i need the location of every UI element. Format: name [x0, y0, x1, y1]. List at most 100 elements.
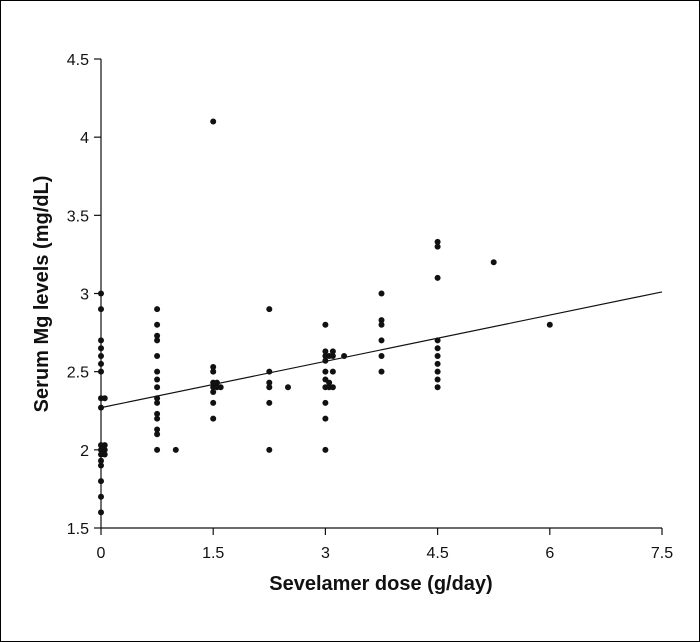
- data-point: [329, 384, 336, 391]
- data-point: [322, 415, 329, 422]
- data-point: [434, 376, 441, 383]
- x-ticks: 0 1.5 3 4.5 6 7.5: [97, 528, 673, 562]
- data-point: [326, 379, 333, 386]
- y-tick-label: 4.5: [67, 52, 89, 69]
- data-point: [322, 357, 329, 364]
- y-tick-label: 4: [80, 130, 89, 147]
- data-point: [154, 353, 161, 360]
- x-tick-label: 4.5: [426, 545, 448, 562]
- data-point: [154, 368, 161, 375]
- data-point: [546, 321, 553, 328]
- x-axis-title: Sevelamer dose (g/day): [269, 573, 492, 595]
- data-point: [434, 337, 441, 344]
- y-tick-label: 2.5: [67, 365, 89, 382]
- data-point: [154, 415, 161, 422]
- data-point: [172, 446, 179, 453]
- data-point: [98, 368, 104, 375]
- data-point: [98, 345, 104, 352]
- data-point: [329, 368, 336, 375]
- data-point: [266, 384, 273, 391]
- data-point: [322, 348, 329, 355]
- y-axis-title: Serum Mg levels (mg/dL): [31, 176, 53, 413]
- data-point: [154, 395, 161, 402]
- data-point: [378, 368, 385, 375]
- data-point: [434, 384, 441, 391]
- data-point: [217, 384, 224, 391]
- data-point: [101, 451, 108, 458]
- data-point: [322, 321, 329, 328]
- data-point: [322, 446, 329, 453]
- data-point: [322, 399, 329, 406]
- data-point: [98, 462, 104, 469]
- data-point: [434, 345, 441, 352]
- data-point: [154, 431, 161, 438]
- data-point: [154, 410, 161, 417]
- data-point: [434, 353, 441, 360]
- data-point: [98, 360, 104, 367]
- data-point: [210, 368, 217, 375]
- data-point: [490, 259, 497, 266]
- x-tick-label: 6: [545, 545, 554, 562]
- y-ticks: 1.5 2 2.5 3 3.5 4 4.5: [67, 52, 101, 538]
- data-point: [329, 353, 336, 360]
- data-point: [341, 353, 348, 360]
- data-point: [154, 306, 161, 313]
- y-tick-label: 3: [80, 287, 89, 304]
- data-point: [322, 368, 329, 375]
- data-point: [154, 426, 161, 433]
- data-point: [378, 353, 385, 360]
- data-point: [154, 399, 161, 406]
- data-point: [98, 493, 104, 500]
- data-points: [98, 118, 553, 516]
- data-point: [266, 446, 273, 453]
- data-point: [154, 332, 161, 339]
- data-point: [266, 379, 273, 386]
- data-point: [98, 404, 104, 411]
- data-point: [266, 306, 273, 313]
- x-tick-label: 7.5: [651, 545, 673, 562]
- data-point: [98, 353, 104, 360]
- data-point: [101, 442, 108, 449]
- y-tick-label: 2: [80, 443, 89, 460]
- data-point: [266, 399, 273, 406]
- data-point: [98, 457, 104, 464]
- data-point: [434, 243, 441, 250]
- data-point: [210, 363, 217, 370]
- data-point: [213, 379, 220, 386]
- data-point: [154, 376, 161, 383]
- data-point: [98, 290, 104, 297]
- data-point: [434, 368, 441, 375]
- data-point: [210, 388, 217, 395]
- data-point: [98, 306, 104, 313]
- data-point: [434, 274, 441, 281]
- data-point: [378, 337, 385, 344]
- data-point: [98, 337, 104, 344]
- data-point: [266, 368, 273, 375]
- data-point: [434, 238, 441, 245]
- trendline: [100, 291, 663, 409]
- data-point: [98, 509, 104, 516]
- data-point: [378, 321, 385, 328]
- x-tick-label: 1.5: [202, 545, 224, 562]
- data-point: [378, 290, 385, 297]
- y-tick-label: 1.5: [67, 521, 89, 538]
- data-point: [329, 348, 336, 355]
- data-point: [378, 317, 385, 324]
- data-point: [210, 399, 217, 406]
- data-point: [434, 360, 441, 367]
- y-tick-label: 3.5: [67, 208, 89, 225]
- x-tick-label: 0: [97, 545, 106, 562]
- data-point: [154, 384, 161, 391]
- data-point: [98, 478, 104, 485]
- x-tick-label: 3: [321, 545, 330, 562]
- data-point: [154, 337, 161, 344]
- data-point: [210, 415, 217, 422]
- data-point: [210, 118, 217, 125]
- data-point: [154, 446, 161, 453]
- data-point: [154, 321, 161, 328]
- data-point: [101, 446, 108, 453]
- data-point: [101, 395, 108, 402]
- data-point: [285, 384, 291, 391]
